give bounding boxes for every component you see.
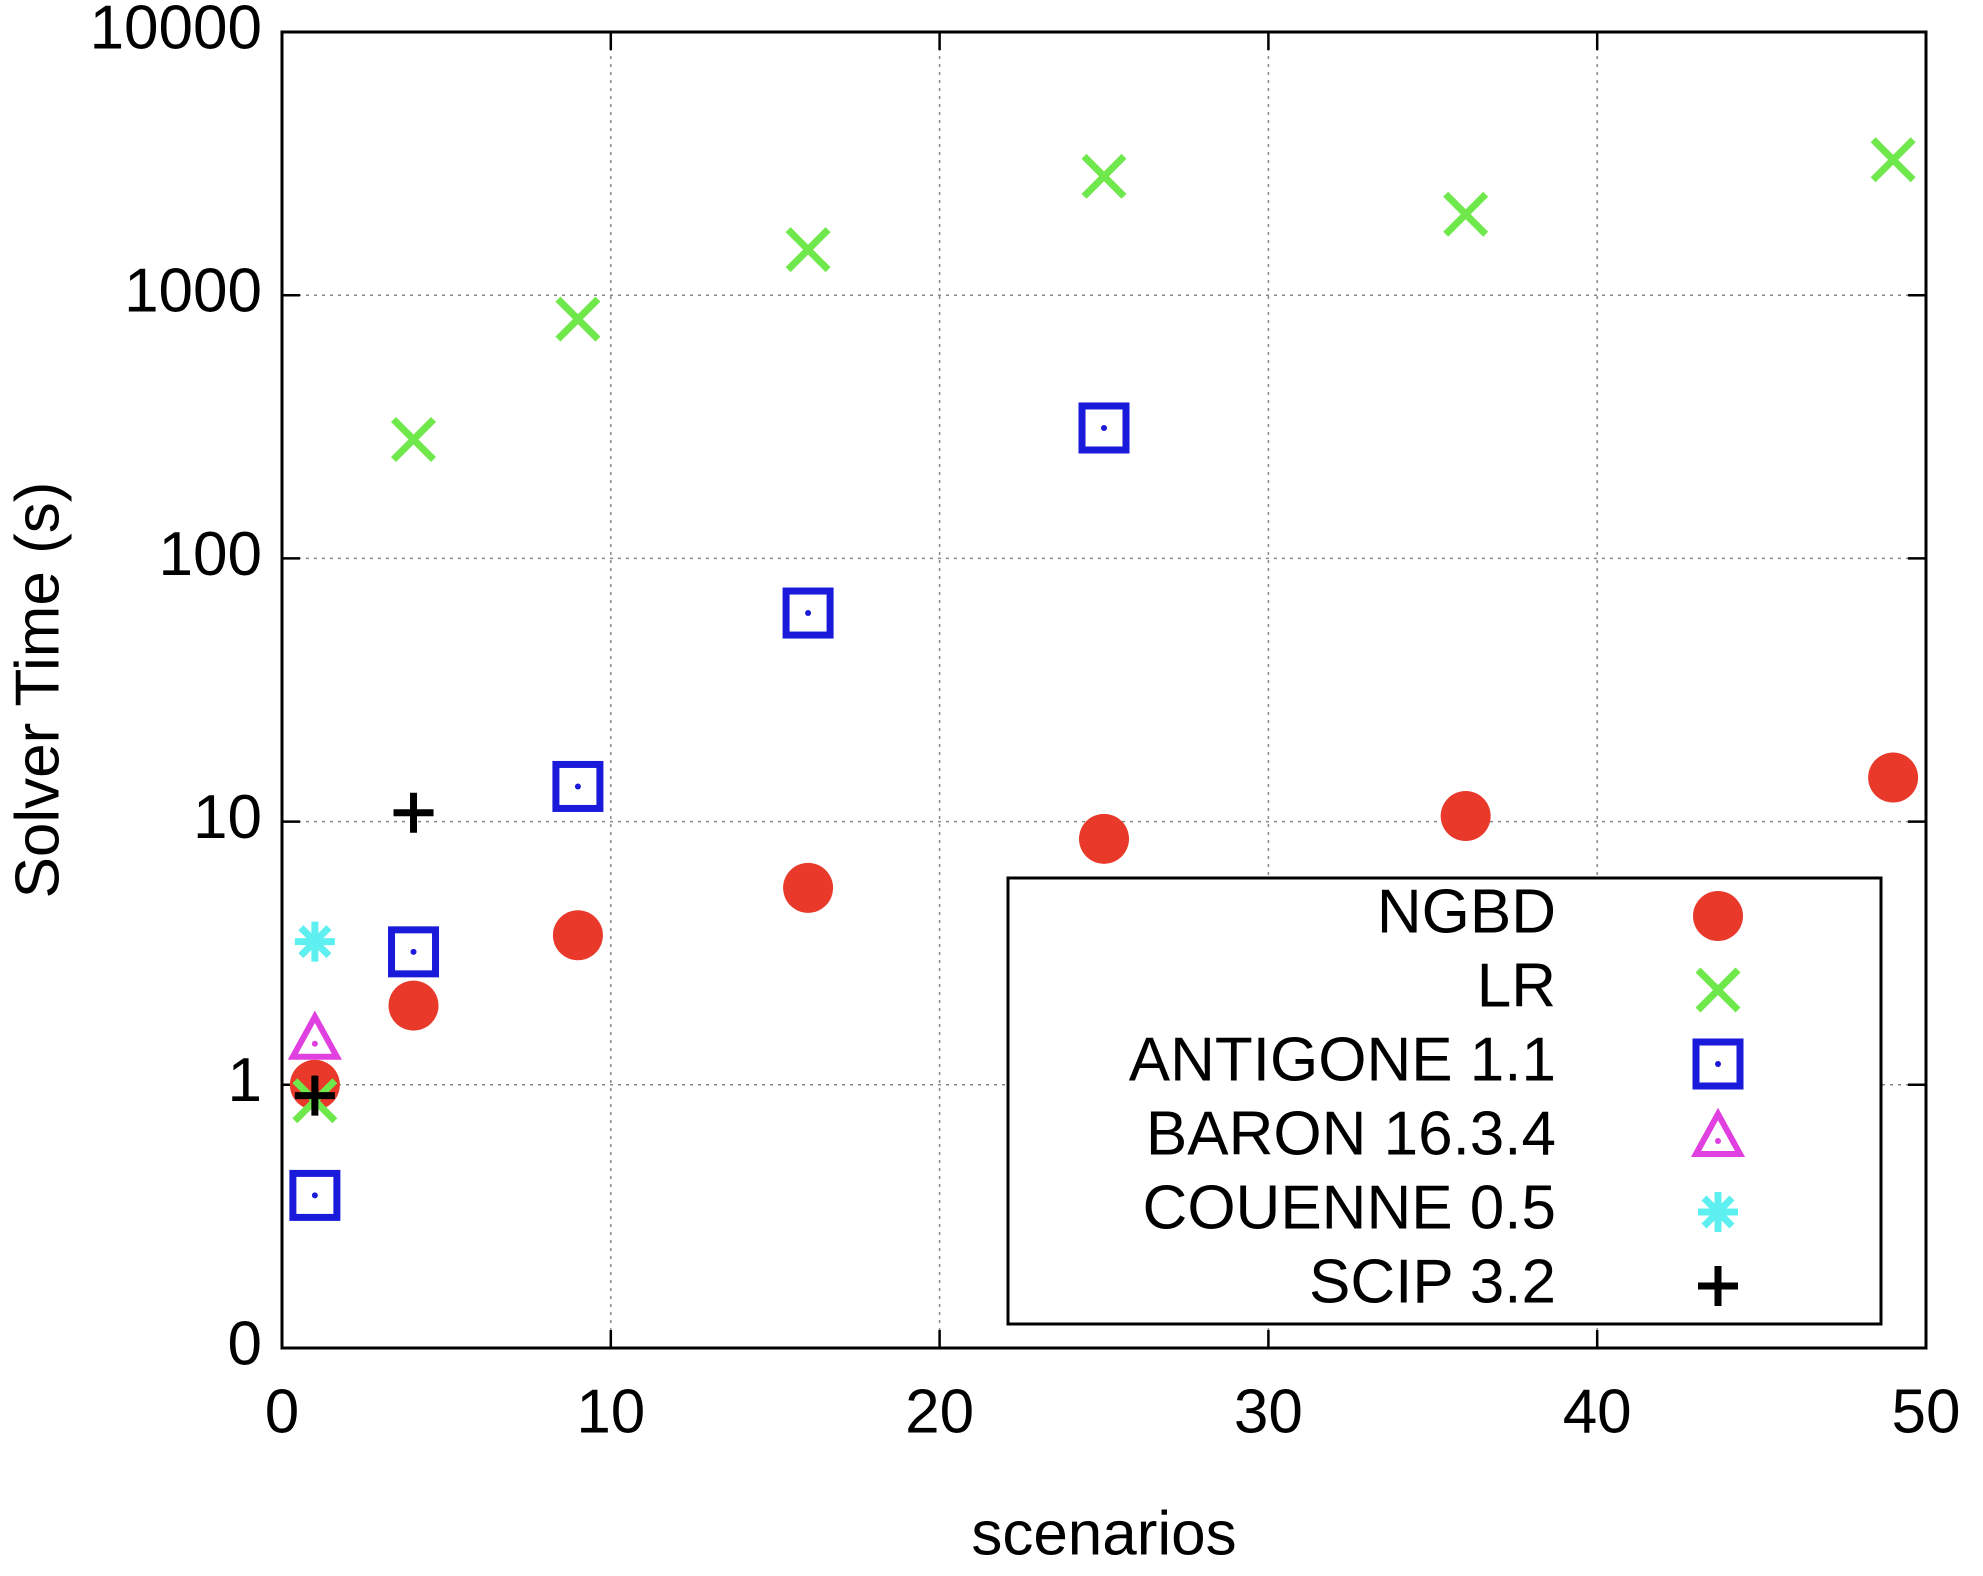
x-tick-label: 10	[576, 1377, 645, 1446]
plot-frame	[280, 30, 1928, 1350]
marker-stroke	[555, 296, 601, 342]
y-tick-label: 10000	[90, 0, 262, 62]
marker-shape	[782, 587, 834, 639]
marker-shape	[289, 1169, 341, 1221]
data-point	[393, 792, 434, 833]
marker-dot	[1715, 1061, 1721, 1067]
marker-shape	[1692, 1038, 1744, 1090]
x-tick-label: 0	[265, 1377, 299, 1446]
marker-shape	[1693, 891, 1743, 941]
y-tick-label: 10	[193, 783, 262, 852]
legend-marker	[1692, 1038, 1744, 1090]
data-point	[391, 417, 436, 462]
marker-shape	[1078, 402, 1130, 454]
data-point	[1870, 137, 1916, 183]
legend-marker	[1698, 1266, 1738, 1306]
marker-shape	[1690, 1107, 1746, 1157]
data-point	[552, 760, 604, 812]
marker-stroke	[1701, 1195, 1735, 1229]
y-tick-label: 0	[228, 1309, 262, 1378]
data-point	[783, 862, 834, 913]
marker-shape	[1868, 752, 1919, 803]
marker-shape	[552, 760, 604, 812]
data-point	[287, 1010, 342, 1060]
marker-dot	[311, 1040, 318, 1047]
data-point	[555, 296, 601, 342]
legend-box	[1006, 876, 1883, 1326]
data-point	[782, 587, 834, 639]
marker-shape	[287, 1010, 342, 1060]
marker-shape	[552, 910, 603, 961]
x-tick-label: 40	[1563, 1377, 1632, 1446]
legend-marker	[1695, 967, 1741, 1013]
legend-label: LR	[1477, 951, 1556, 1020]
marker-dot	[1715, 1138, 1721, 1144]
data-point	[1440, 791, 1491, 842]
data-point	[1081, 153, 1127, 199]
marker-stroke	[298, 925, 332, 959]
marker-dot	[410, 948, 417, 955]
data-point	[294, 1075, 335, 1116]
y-tick-label: 1000	[124, 257, 262, 326]
data-point	[1079, 813, 1129, 864]
x-tick-label: 20	[905, 1377, 974, 1446]
marker-stroke	[785, 227, 831, 273]
marker-shape	[388, 926, 440, 978]
marker-stroke	[1443, 191, 1489, 237]
data-point	[289, 1169, 341, 1221]
marker-dot	[805, 610, 812, 617]
data-point	[1078, 402, 1130, 454]
marker-shape	[1079, 813, 1129, 864]
legend-label: BARON 16.3.4	[1146, 1099, 1556, 1168]
legend-marker	[1693, 891, 1743, 941]
marker-stroke	[1870, 137, 1916, 183]
y-tick-label: 100	[159, 520, 262, 589]
marker-shape	[783, 862, 834, 913]
x-axis-label: scenarios	[971, 1499, 1236, 1568]
marker-stroke	[1695, 967, 1741, 1013]
marker-stroke	[391, 417, 436, 462]
x-tick-label: 30	[1234, 1377, 1303, 1446]
legend-label: SCIP 3.2	[1309, 1247, 1556, 1316]
marker-dot	[311, 1192, 318, 1199]
legend-label: NGBD	[1377, 877, 1556, 946]
data-point	[552, 910, 603, 961]
legend-marker	[1690, 1107, 1746, 1157]
data-point	[388, 926, 440, 978]
data-point	[785, 227, 831, 273]
legend-marker	[1698, 1192, 1738, 1232]
legend-label: ANTIGONE 1.1	[1129, 1025, 1556, 1094]
x-tick-label: 50	[1892, 1377, 1961, 1446]
data-point	[1868, 752, 1919, 803]
legend-label: COUENNE 0.5	[1143, 1173, 1556, 1242]
data-point	[388, 980, 439, 1031]
marker-stroke	[1081, 153, 1127, 199]
data-point	[294, 921, 335, 962]
marker-shape	[388, 980, 439, 1031]
y-axis-label: Solver Time (s)	[3, 482, 72, 899]
marker-dot	[1101, 424, 1107, 431]
data-point	[1443, 191, 1489, 237]
marker-shape	[1440, 791, 1491, 842]
y-tick-label: 1	[228, 1046, 262, 1115]
marker-dot	[574, 783, 581, 790]
